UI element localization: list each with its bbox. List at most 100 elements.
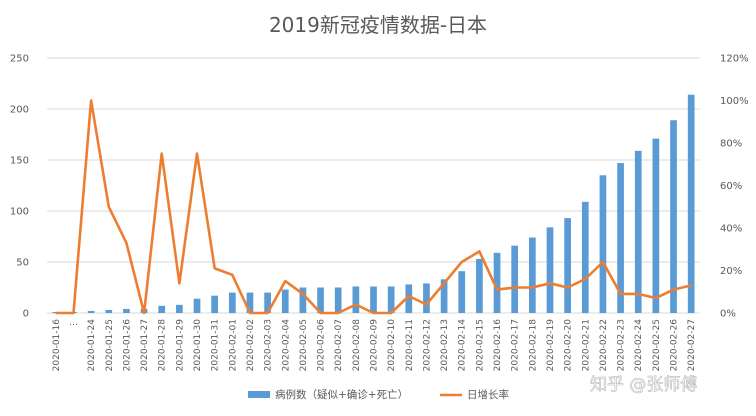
line-point: [637, 293, 640, 295]
line-point: [372, 312, 375, 314]
y2-tick-label: 20%: [720, 266, 742, 277]
x-tick-label: 2020-02-06: [317, 319, 327, 372]
x-tick-label: 2020-02-27: [687, 319, 697, 371]
y2-tick-label: 40%: [720, 224, 742, 235]
bar: [652, 138, 660, 313]
x-tick-label: 2020-02-26: [670, 319, 680, 372]
x-tick-label: 2020-01-31: [211, 319, 221, 371]
x-tick-label: 2020-01-28: [158, 319, 168, 372]
y2-tick-label: 120%: [720, 54, 749, 65]
legend-label-bar: 病例数（疑似+确诊+死亡）: [275, 388, 408, 401]
bar: [440, 279, 448, 313]
bar: [87, 310, 95, 313]
bar: [334, 287, 342, 313]
line-point: [531, 286, 534, 289]
line-point: [213, 267, 216, 270]
bar: [281, 289, 289, 313]
line-point: [443, 282, 445, 285]
line-point: [90, 99, 92, 102]
bar: [264, 292, 271, 313]
line-series: [55, 99, 692, 315]
line-point: [602, 261, 604, 263]
line-point: [690, 284, 692, 287]
x-tick-label: 2020-02-13: [440, 319, 450, 371]
line-point: [55, 312, 57, 314]
line-point: [125, 242, 128, 244]
x-tick-label: 2020-02-02: [246, 319, 256, 371]
y-tick-label: 150: [10, 156, 29, 167]
line-point: [478, 250, 481, 253]
x-tick-label: 2020-02-11: [405, 319, 415, 371]
bar: [193, 298, 201, 313]
x-tick-label: 2020-02-16: [493, 319, 503, 372]
x-tick-label: 2020-02-22: [599, 319, 609, 371]
x-tick-label: 2020-02-18: [528, 319, 538, 372]
y-axis-left: 0 50 100 150 200 250: [10, 54, 29, 320]
bar: [299, 287, 307, 313]
x-tick-label: 2020-02-17: [511, 319, 521, 371]
line-point: [407, 295, 410, 297]
bar: [670, 120, 677, 313]
line-point: [672, 288, 675, 291]
bar: [228, 292, 236, 313]
x-tick-label: 2020-02-19: [546, 319, 556, 372]
line-point: [584, 278, 587, 280]
watermark: 知乎 @张师傅: [590, 375, 697, 395]
x-tick-label: 2020-02-10: [387, 319, 397, 372]
bar: [123, 308, 130, 313]
line-point: [460, 261, 463, 263]
x-tick-label: 2020-02-25: [652, 319, 662, 371]
x-tick-label: 2020-02-04: [281, 319, 291, 372]
x-tick-label: 2020-01-16: [52, 319, 62, 372]
x-tick-label: 2020-02-09: [370, 319, 380, 372]
y2-tick-label: 100%: [720, 96, 749, 107]
line-point: [178, 282, 181, 285]
bar: [493, 252, 501, 313]
bar: [687, 94, 695, 313]
x-tick-label: 2020-01-30: [193, 319, 203, 372]
bar: [581, 201, 589, 313]
line-point: [160, 152, 163, 155]
x-tick-label: 2020-02-15: [475, 319, 485, 371]
line-point: [284, 280, 287, 282]
bar: [405, 284, 413, 313]
line-point: [496, 288, 498, 291]
bar: [387, 286, 395, 313]
chart-title: 2019新冠疫情数据-日本: [269, 13, 487, 37]
bar: [246, 292, 254, 313]
bar: [599, 175, 607, 313]
x-tick-label: 2020-02-03: [264, 319, 274, 371]
line-point: [302, 293, 304, 295]
bar: [511, 245, 519, 313]
legend: 病例数（疑似+确诊+死亡） 日增长率: [248, 388, 509, 401]
x-tick-label: 2020-02-12: [422, 319, 432, 371]
x-tick-label: 2020-01-24: [87, 319, 97, 372]
x-tick-label: 2020-02-23: [617, 319, 627, 371]
bar: [211, 295, 219, 313]
bar: [634, 150, 642, 313]
bar: [546, 227, 554, 313]
line-path: [55, 99, 692, 315]
line-point: [196, 152, 198, 155]
line-point: [319, 312, 322, 314]
line-point: [425, 303, 428, 306]
x-tick-label: …: [69, 318, 78, 328]
line-point: [566, 286, 569, 289]
line-point: [72, 312, 75, 314]
x-tick-label: 2020-02-20: [564, 319, 574, 372]
y-tick-label: 50: [16, 258, 29, 269]
bar: [370, 286, 377, 313]
y2-tick-label: 60%: [720, 181, 742, 192]
x-tick-label: 2020-02-21: [581, 319, 591, 371]
x-tick-label: 2020-01-29: [175, 319, 185, 372]
line-point: [549, 282, 551, 285]
line-point: [355, 303, 357, 306]
line-point: [513, 286, 516, 289]
y2-tick-label: 80%: [720, 139, 742, 150]
x-tick-label: 2020-02-05: [299, 319, 309, 371]
y-axis-right: 0% 20% 40% 60% 80% 100% 120%: [720, 54, 749, 320]
y-tick-label: 250: [10, 54, 29, 65]
line-point: [390, 312, 392, 314]
y2-tick-label: 0%: [720, 309, 736, 320]
bar: [105, 309, 113, 313]
